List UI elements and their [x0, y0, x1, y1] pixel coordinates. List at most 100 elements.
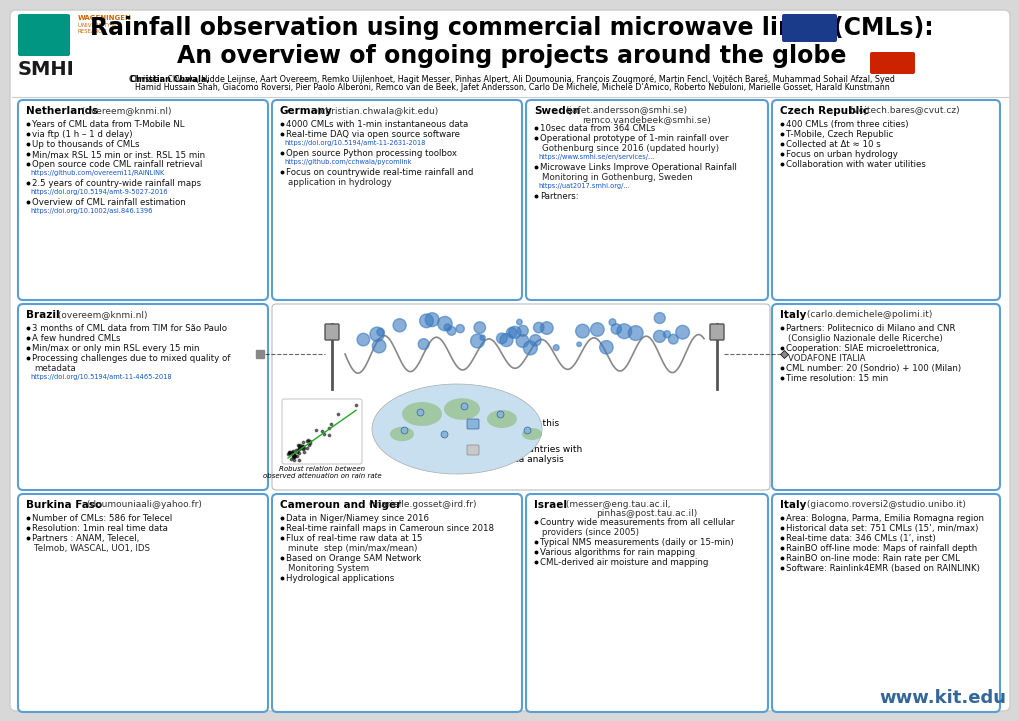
- FancyBboxPatch shape: [272, 304, 769, 490]
- Point: [355, 334, 371, 345]
- Text: (christian.chwala@kit.edu): (christian.chwala@kit.edu): [313, 106, 437, 115]
- Point: [307, 425, 323, 436]
- Ellipse shape: [372, 384, 541, 474]
- Point: [664, 333, 681, 345]
- Point: [294, 441, 311, 452]
- Text: Hamid Hussain Shah, Giacomo Roversi, Pier Paolo Alberoni, Remco van de Beek, Jaf: Hamid Hussain Shah, Giacomo Roversi, Pie…: [135, 83, 889, 92]
- Ellipse shape: [443, 398, 480, 420]
- Point: [288, 451, 305, 462]
- Text: Countries on this
poster: Countries on this poster: [482, 419, 558, 438]
- Point: [415, 338, 431, 350]
- Ellipse shape: [522, 428, 541, 440]
- Point: [289, 445, 306, 456]
- FancyBboxPatch shape: [869, 52, 914, 74]
- Text: 4000 CMLs with 1-min instantaneous data: 4000 CMLs with 1-min instantaneous data: [285, 120, 468, 129]
- Point: [296, 446, 312, 458]
- FancyBboxPatch shape: [18, 494, 268, 712]
- Text: Min/max RSL 15 min or inst. RSL 15 min: Min/max RSL 15 min or inst. RSL 15 min: [32, 150, 205, 159]
- Point: [285, 451, 302, 463]
- Text: T-Mobile, Czech Republic: T-Mobile, Czech Republic: [786, 130, 893, 139]
- Point: [299, 435, 315, 446]
- Point: [471, 322, 487, 333]
- Text: Germany: Germany: [280, 106, 332, 116]
- Text: https://uat2017.smhi.org/...: https://uat2017.smhi.org/...: [537, 183, 629, 189]
- FancyBboxPatch shape: [18, 304, 268, 490]
- Text: Time resolution: 15 min: Time resolution: 15 min: [786, 374, 888, 383]
- Point: [469, 335, 485, 347]
- Point: [571, 339, 587, 350]
- Text: Monitoring System: Monitoring System: [287, 564, 369, 573]
- Text: Collected at Δt ≈ 10 s: Collected at Δt ≈ 10 s: [786, 140, 879, 149]
- Point: [493, 332, 510, 344]
- Text: Overview of CML rainfall estimation: Overview of CML rainfall estimation: [32, 198, 185, 207]
- FancyBboxPatch shape: [782, 14, 837, 42]
- Text: Partners: Politecnico di Milano and CNR: Partners: Politecnico di Milano and CNR: [786, 324, 955, 333]
- Text: Focus on countrywide real-time rainfall and: Focus on countrywide real-time rainfall …: [285, 168, 473, 177]
- FancyBboxPatch shape: [526, 100, 767, 300]
- Text: Hydrological applications: Hydrological applications: [285, 574, 394, 583]
- Point: [330, 408, 346, 420]
- Point: [284, 451, 301, 463]
- Text: Min/max or only min RSL every 15 min: Min/max or only min RSL every 15 min: [32, 344, 200, 353]
- Point: [285, 450, 302, 461]
- Text: Up to thousands of CMLs: Up to thousands of CMLs: [32, 140, 140, 149]
- Point: [424, 314, 440, 325]
- Text: Further countries with
CML data analysis: Further countries with CML data analysis: [482, 445, 582, 464]
- Text: Open source code CML rainfall retrieval: Open source code CML rainfall retrieval: [32, 160, 202, 169]
- Point: [289, 439, 306, 451]
- Text: Italy: Italy: [780, 500, 806, 510]
- Text: Typical NMS measurements (daily or 15-min): Typical NMS measurements (daily or 15-mi…: [539, 538, 733, 547]
- Point: [321, 422, 337, 433]
- FancyBboxPatch shape: [10, 10, 1009, 711]
- Text: Software: Rainlink4EMR (based on RAINLINK): Software: Rainlink4EMR (based on RAINLIN…: [786, 564, 979, 573]
- Point: [651, 331, 667, 342]
- Point: [603, 317, 620, 328]
- Text: application in hydrology: application in hydrology: [287, 178, 391, 187]
- Point: [301, 435, 317, 447]
- Text: Number of CMLs: 586 for Telecel: Number of CMLs: 586 for Telecel: [32, 514, 172, 523]
- FancyBboxPatch shape: [709, 324, 723, 340]
- Point: [285, 451, 302, 462]
- Point: [372, 327, 388, 338]
- Text: Collaboration with water utilities: Collaboration with water utilities: [786, 160, 925, 169]
- Point: [439, 322, 455, 333]
- Point: [282, 447, 299, 459]
- Point: [286, 451, 303, 462]
- Point: [300, 435, 316, 446]
- Text: Cooperation: SIAE microelettronica,: Cooperation: SIAE microelettronica,: [786, 344, 938, 353]
- Text: DI MILANO: DI MILANO: [794, 30, 822, 35]
- Text: Area: Bologna, Parma, Emilia Romagna region: Area: Bologna, Parma, Emilia Romagna reg…: [786, 514, 983, 523]
- Text: Czech Republic: Czech Republic: [780, 106, 868, 116]
- Text: (marielle.gosset@ird.fr): (marielle.gosset@ird.fr): [366, 500, 477, 509]
- Text: 2.5 years of country-wide rainfall maps: 2.5 years of country-wide rainfall maps: [32, 179, 201, 188]
- Text: metadata: metadata: [34, 364, 75, 373]
- FancyBboxPatch shape: [281, 399, 362, 464]
- FancyBboxPatch shape: [771, 494, 999, 712]
- Point: [322, 418, 338, 430]
- Text: (giacomo.roversi2@studio.unibo.it): (giacomo.roversi2@studio.unibo.it): [803, 500, 965, 509]
- Point: [369, 329, 385, 340]
- Point: [293, 440, 310, 451]
- Text: Operational prototype of 1-min rainfall over: Operational prototype of 1-min rainfall …: [539, 134, 728, 143]
- Point: [527, 335, 543, 346]
- Text: https://doi.org/10.5194/amt-11-4465-2018: https://doi.org/10.5194/amt-11-4465-2018: [30, 374, 171, 380]
- Text: https://doi.org/10.5194/amt-9-5027-2016: https://doi.org/10.5194/amt-9-5027-2016: [30, 189, 167, 195]
- Text: RainBO off-line mode: Maps of rainfall depth: RainBO off-line mode: Maps of rainfall d…: [786, 544, 976, 553]
- Text: VODAFONE ITALIA: VODAFONE ITALIA: [788, 354, 865, 363]
- Text: Israel: Israel: [534, 500, 567, 510]
- Point: [301, 439, 317, 451]
- Text: Data in Niger/Niamey since 2016: Data in Niger/Niamey since 2016: [285, 514, 429, 523]
- Text: providers (since 2005): providers (since 2005): [541, 528, 638, 537]
- Text: (messer@eng.tau.ac.il,: (messer@eng.tau.ac.il,: [562, 500, 669, 509]
- FancyBboxPatch shape: [272, 494, 522, 712]
- Text: Historical data set: 751 CMLs (15’, min/max): Historical data set: 751 CMLs (15’, min/…: [786, 524, 977, 533]
- Point: [290, 448, 307, 459]
- Text: RESEARCH: RESEARCH: [77, 29, 107, 34]
- Point: [597, 342, 613, 353]
- Text: An overview of ongoing projects around the globe: An overview of ongoing projects around t…: [177, 44, 846, 68]
- Point: [287, 444, 304, 456]
- Point: [514, 335, 530, 347]
- Text: Years of CML data from T-Mobile NL: Years of CML data from T-Mobile NL: [32, 120, 184, 129]
- Text: Microwave Links Improve Operational Rainfall: Microwave Links Improve Operational Rain…: [539, 163, 736, 172]
- Text: POLITECNICO: POLITECNICO: [785, 22, 832, 27]
